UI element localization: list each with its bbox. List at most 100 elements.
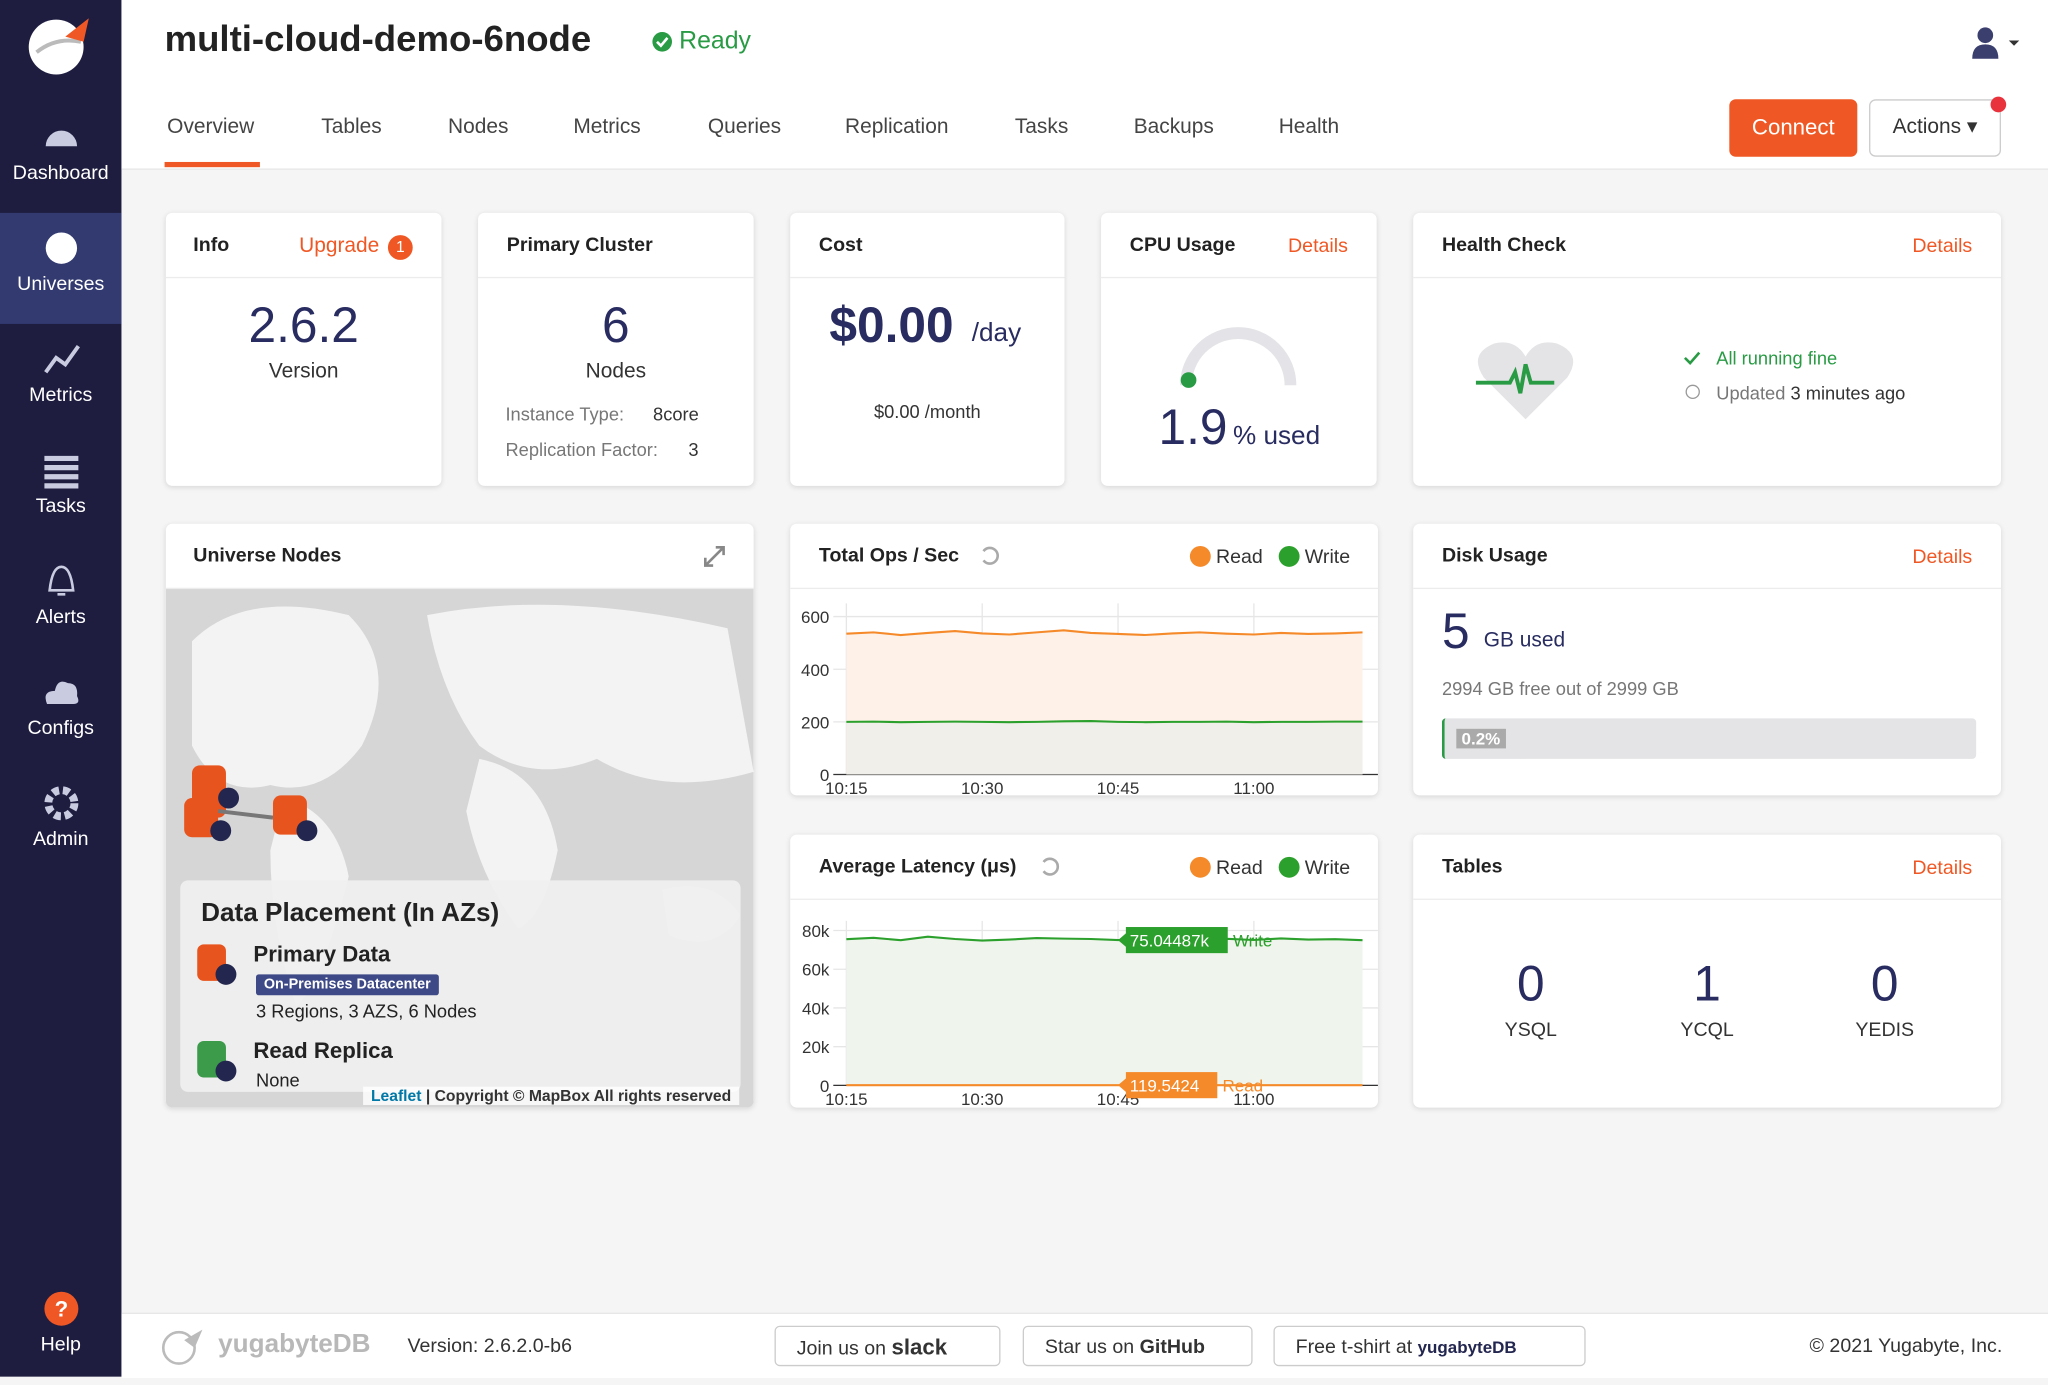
attribution-link[interactable]: Leaflet: [371, 1087, 422, 1105]
cpu-unit: % used: [1233, 422, 1320, 452]
slack-button[interactable]: Join us on slack: [775, 1326, 1001, 1366]
copyright: © 2021 Yugabyte, Inc.: [1810, 1335, 2003, 1357]
cost-card: Cost $0.00 /day $0.00 /month: [790, 213, 1064, 486]
replica-icon: [195, 1038, 239, 1082]
y-tick-label: 200: [801, 713, 829, 732]
expand-icon[interactable]: [701, 543, 727, 569]
details-link[interactable]: Details: [1288, 235, 1348, 257]
primary-icon: [195, 942, 239, 986]
connect-button[interactable]: Connect: [1729, 99, 1857, 156]
nav-label: Universes: [17, 273, 104, 295]
card-title: Info: [193, 234, 229, 256]
node-label: Nodes: [478, 360, 754, 384]
tab[interactable]: Tasks: [1015, 116, 1068, 140]
nav-label: Help: [41, 1334, 81, 1356]
primary-label: Primary Data: [253, 942, 390, 968]
tab-indicator: [165, 162, 260, 167]
version: 2.6.2: [166, 299, 442, 355]
x-tick-label: 10:15: [825, 1090, 867, 1108]
logo: [24, 13, 97, 78]
instance-type-label: Instance Type:: [505, 404, 624, 425]
nav-label: Metrics: [29, 384, 92, 406]
nav-configs[interactable]: Configs: [0, 657, 121, 768]
tab[interactable]: Overview: [167, 116, 254, 140]
nav-admin[interactable]: Admin: [0, 768, 121, 879]
disk-percent: 0.2%: [1456, 729, 1505, 749]
tab[interactable]: Health: [1279, 116, 1339, 140]
user-menu[interactable]: [1971, 26, 2023, 60]
legend-label: Write: [1305, 857, 1350, 879]
tab[interactable]: Queries: [708, 116, 781, 140]
nav-help[interactable]: ?Help: [0, 1273, 121, 1384]
tab[interactable]: Backups: [1134, 116, 1214, 140]
nav-tasks[interactable]: Tasks: [0, 435, 121, 546]
x-tick-label: 10:45: [1097, 779, 1139, 797]
table-count: 0: [1479, 957, 1583, 1013]
daily-unit: /day: [972, 319, 1021, 349]
tshirt-brand: yugabyteDB: [1418, 1337, 1517, 1357]
attribution: | Copyright © MapBox All rights reserved: [426, 1087, 731, 1105]
notification-dot: [1991, 97, 2007, 113]
disk-used: 5: [1442, 605, 1470, 661]
details-link[interactable]: Details: [1912, 235, 1972, 257]
placement-title: Data Placement (In AZs): [201, 899, 499, 929]
refresh-icon[interactable]: [984, 548, 998, 564]
details-link[interactable]: Details: [1912, 857, 1972, 879]
tooltip-value: 75.04487k: [1130, 932, 1210, 951]
details-link[interactable]: Details: [1912, 546, 1972, 568]
replica-detail: None: [256, 1070, 300, 1091]
actions-button[interactable]: Actions ▾: [1869, 99, 2001, 156]
status-icons: [1684, 349, 1702, 404]
sidebar: Dashboard Universes Metrics Tasks Alerts…: [0, 0, 121, 1377]
table-kind: YCQL: [1655, 1019, 1759, 1041]
tooltip-value: 119.5424: [1130, 1077, 1200, 1096]
cpu-value: 1.9: [1159, 401, 1228, 457]
nav-dashboard[interactable]: Dashboard: [0, 102, 121, 213]
status: Ready: [679, 27, 751, 56]
y-tick-label: 40k: [802, 999, 830, 1018]
nav-universes[interactable]: Universes: [0, 213, 121, 324]
card-title: Health Check: [1442, 234, 1566, 256]
rf-label: Replication Factor:: [505, 439, 657, 460]
updated-label: Updated: [1716, 383, 1785, 404]
tab[interactable]: Metrics: [573, 116, 640, 140]
series-line: [846, 721, 1362, 722]
x-tick-label: 10:15: [825, 779, 867, 797]
tab[interactable]: Nodes: [448, 116, 508, 140]
slack-label: slack: [892, 1335, 948, 1360]
header: multi-cloud-demo-6node Ready Connect Act…: [121, 0, 2048, 170]
footer-brand: yugabyteDB: [218, 1330, 370, 1360]
disk-card: Disk Usage Details 5 GB used 2994 GB fre…: [1413, 524, 2001, 796]
tshirt-prefix: Free t-shirt at: [1296, 1336, 1412, 1358]
tab[interactable]: Replication: [845, 116, 948, 140]
series-area: [846, 937, 1362, 1086]
info-card: Info Upgrade 1 2.6.2 Version: [166, 213, 442, 486]
disk-bar: 0.2%: [1442, 718, 1976, 758]
upgrade-badge: 1: [388, 235, 413, 260]
refresh-icon[interactable]: [1044, 859, 1058, 875]
legend-swatch: [1190, 857, 1211, 878]
nav-label: Configs: [28, 717, 94, 739]
y-tick-label: 20k: [802, 1038, 830, 1057]
x-tick-label: 10:30: [961, 779, 1003, 797]
daily-cost: $0.00: [829, 299, 953, 355]
footer-version: Version: 2.6.2.0-b6: [408, 1335, 572, 1357]
nav-alerts[interactable]: Alerts: [0, 546, 121, 657]
rf: 3: [688, 439, 698, 460]
tables-card: Tables Details 0 YSQL 1 YCQL 0 YEDIS: [1413, 835, 2001, 1108]
health-status: All running fine: [1716, 347, 1837, 368]
upgrade-link[interactable]: Upgrade: [299, 235, 379, 259]
table-kind: YEDIS: [1832, 1019, 1936, 1041]
tab[interactable]: Tables: [321, 116, 381, 140]
github-button[interactable]: Star us on GitHub: [1023, 1326, 1253, 1366]
nav-label: Alerts: [36, 606, 86, 628]
tshirt-button[interactable]: Free t-shirt at yugabyteDB: [1273, 1326, 1585, 1366]
card-title: CPU Usage: [1130, 234, 1236, 256]
nav-metrics[interactable]: Metrics: [0, 324, 121, 435]
